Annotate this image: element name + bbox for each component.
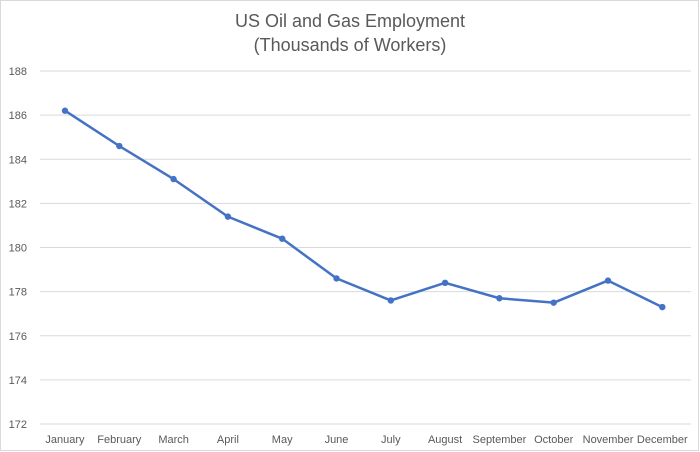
- x-tick-label: August: [428, 434, 462, 446]
- x-tick-label: March: [158, 434, 189, 446]
- x-tick-label: December: [637, 434, 688, 446]
- y-axis-tick-labels: 172 174 176 178 180 182 184 186 188: [9, 66, 27, 431]
- y-tick-label: 176: [9, 331, 27, 343]
- gridlines: [40, 70, 691, 425]
- y-tick-label: 182: [9, 198, 27, 210]
- y-tick-label: 180: [9, 243, 27, 255]
- x-tick-label: January: [45, 434, 85, 446]
- y-tick-label: 184: [9, 154, 27, 166]
- x-tick-label: June: [325, 434, 349, 446]
- chart-title: US Oil and Gas Employment: [234, 11, 466, 31]
- x-tick-label: February: [97, 434, 142, 446]
- data-point-october: [550, 299, 557, 306]
- x-tick-label: July: [381, 434, 401, 446]
- data-point-march: [170, 175, 177, 183]
- chart-subtitle: (Thousands of Workers): [253, 35, 447, 55]
- x-tick-label: October: [534, 434, 573, 446]
- x-tick-label: November: [583, 434, 634, 446]
- data-point-may: [279, 235, 286, 242]
- x-tick-label: September: [472, 434, 526, 446]
- data-point-january: [61, 107, 69, 114]
- x-axis-tick-labels: January February March April May June July Augu…: [45, 434, 688, 446]
- data-point-july: [387, 297, 394, 304]
- data-point-december: [659, 303, 666, 311]
- data-point-april: [224, 213, 232, 220]
- y-tick-label: 172: [9, 419, 27, 431]
- x-tick-label: April: [217, 434, 239, 446]
- data-point-september: [496, 295, 503, 302]
- data-point-february: [116, 142, 123, 150]
- chart-title-block: US Oil and Gas Employment (Thousands of …: [0, 9, 700, 57]
- x-tick-label: May: [272, 434, 293, 446]
- series-group: [61, 107, 666, 311]
- data-point-june: [333, 275, 340, 282]
- y-tick-label: 188: [9, 66, 27, 78]
- y-tick-label: 186: [9, 110, 27, 122]
- y-tick-label: 174: [9, 375, 27, 387]
- data-point-november: [604, 277, 612, 284]
- series-line: [63, 109, 664, 309]
- data-point-august: [441, 279, 449, 286]
- y-tick-label: 178: [9, 287, 27, 299]
